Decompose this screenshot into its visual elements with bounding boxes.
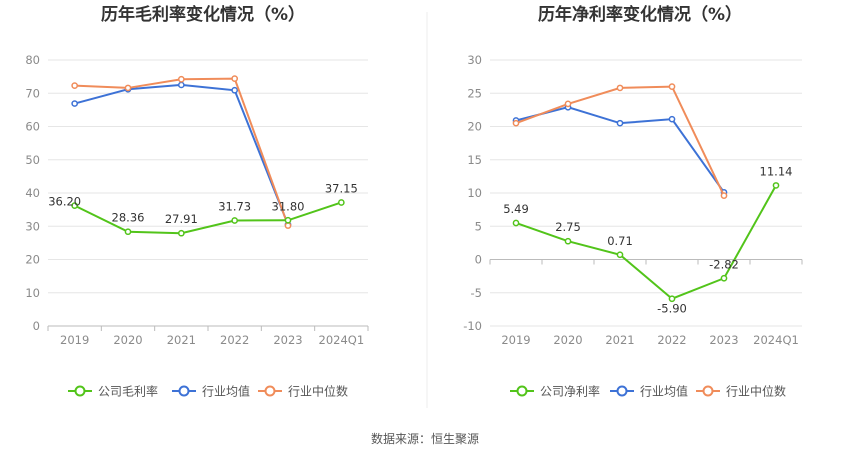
data-point-1	[616, 119, 624, 127]
y-tick-label: 15	[467, 153, 482, 167]
data-point-0	[337, 199, 345, 206]
data-point-0	[720, 274, 728, 282]
data-point-1	[177, 81, 185, 89]
y-tick-label: 20	[25, 253, 40, 267]
data-point-0	[124, 228, 132, 236]
x-tick-label: 2021	[605, 333, 634, 347]
data-point-2	[668, 83, 676, 90]
y-tick-label: 30	[467, 53, 482, 67]
data-label: 27.91	[165, 212, 198, 226]
y-tick-label: 0	[33, 319, 40, 333]
data-point-0	[668, 295, 676, 303]
x-tick-label: 2022	[657, 333, 686, 347]
series-line-0	[515, 184, 777, 300]
data-point-0	[772, 182, 780, 189]
data-label: 37.15	[325, 181, 358, 195]
data-point-1	[668, 115, 676, 123]
y-tick-label: 70	[25, 86, 40, 100]
x-tick-label: 2019	[60, 333, 89, 347]
data-label: 5.49	[503, 202, 529, 216]
gross-margin-chart: 历年毛利率变化情况（%） 0 10 20 30 40 50 60 70 80 2019 2020 202…	[25, 4, 369, 399]
data-label: -2.82	[709, 257, 739, 271]
legend-marker-dot	[178, 385, 190, 397]
y-tick-label: -5	[471, 286, 482, 300]
x-tick-label: 2024Q1	[319, 333, 365, 347]
data-point-2	[616, 84, 624, 92]
legend-label: 公司毛利率	[98, 384, 158, 399]
series-line-2	[515, 85, 725, 197]
data-point-2	[284, 222, 292, 229]
legend-marker-dot	[702, 385, 714, 397]
data-label: 31.80	[272, 199, 305, 213]
y-tick-label: 10	[467, 186, 482, 200]
data-point-0	[177, 229, 185, 237]
x-tick-label: 2023	[273, 333, 302, 347]
y-tick-label: 80	[25, 53, 40, 67]
data-point-1	[71, 100, 79, 107]
y-tick-label: 30	[25, 219, 40, 233]
data-point-0	[512, 219, 520, 227]
data-point-2	[564, 100, 572, 108]
data-point-0	[564, 237, 572, 245]
x-tick-label: 2022	[220, 333, 249, 347]
legend-marker-dot	[264, 385, 276, 397]
chart-title: 历年净利率变化情况（%）	[538, 4, 742, 25]
y-tick-label: 20	[467, 120, 482, 134]
data-point-2	[124, 84, 132, 92]
x-tick-label: 2020	[113, 333, 142, 347]
data-label: -5.90	[657, 302, 687, 316]
data-point-2	[231, 75, 239, 82]
data-point-2	[720, 192, 728, 200]
series-line-0	[74, 201, 342, 235]
data-label: 2.75	[555, 220, 581, 234]
data-label: 31.73	[218, 199, 251, 213]
y-tick-label: -10	[463, 319, 482, 333]
y-tick-label: 50	[25, 153, 40, 167]
y-tick-label: 5	[475, 219, 482, 233]
legend-label: 行业均值	[640, 384, 688, 399]
x-tick-label: 2019	[501, 333, 530, 347]
data-point-0	[71, 202, 79, 209]
data-point-0	[231, 217, 239, 224]
x-tick-label: 2020	[553, 333, 582, 347]
data-point-2	[177, 75, 185, 83]
x-tick-label: 2023	[709, 333, 738, 347]
data-point-0	[616, 251, 624, 259]
data-label: 0.71	[607, 234, 633, 248]
source-note: 数据来源：恒生聚源	[371, 431, 479, 446]
y-tick-label: 25	[467, 86, 482, 100]
data-label: 36.20	[48, 195, 81, 209]
series-line-2	[74, 77, 289, 226]
x-tick-label: 2024Q1	[753, 333, 799, 347]
x-tick-label: 2021	[167, 333, 196, 347]
legend-label: 行业中位数	[288, 384, 348, 399]
series-line-1	[74, 83, 289, 225]
legend-marker-dot	[74, 385, 86, 397]
data-point-1	[231, 86, 239, 94]
y-tick-label: 10	[25, 286, 40, 300]
chart-title: 历年毛利率变化情况（%）	[101, 4, 305, 25]
y-tick-label: 60	[25, 120, 40, 134]
legend-label: 公司净利率	[540, 384, 600, 399]
data-point-2	[71, 82, 79, 89]
data-label: 11.14	[760, 164, 793, 178]
data-point-2	[512, 119, 520, 127]
y-tick-label: 40	[25, 186, 40, 200]
y-tick-label: 0	[475, 253, 482, 267]
legend-label: 行业均值	[202, 384, 250, 399]
data-point-0	[284, 216, 292, 224]
data-label: 28.36	[112, 211, 145, 225]
net-margin-chart: 历年净利率变化情况（%） -10 -5 0 5 10 15 20 25 30 2019 2020 202…	[463, 4, 803, 399]
legend-marker-dot	[616, 385, 628, 397]
legend-marker-dot	[516, 385, 528, 397]
legend-label: 行业中位数	[726, 384, 786, 399]
